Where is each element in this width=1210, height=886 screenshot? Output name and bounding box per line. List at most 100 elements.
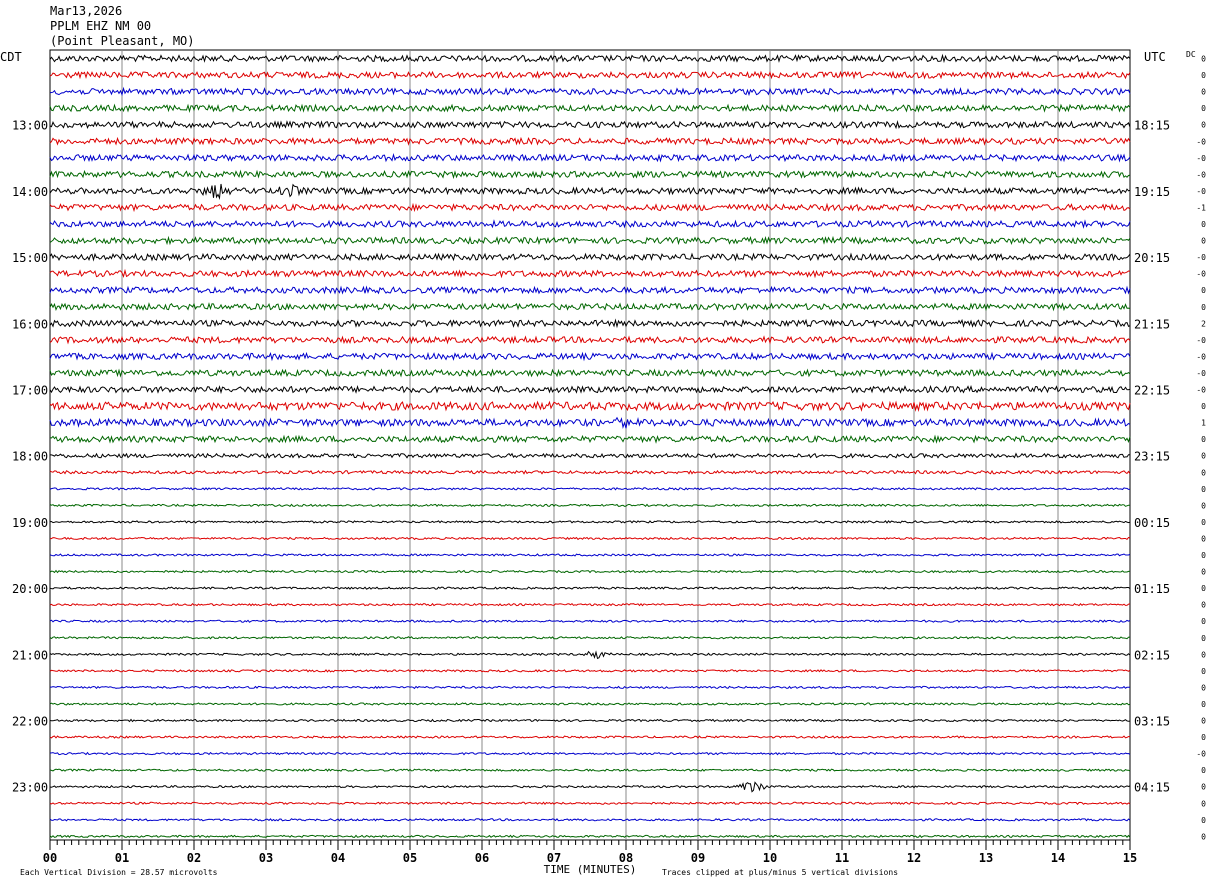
dc-offset-value: 0 xyxy=(1201,303,1206,312)
seismic-trace xyxy=(49,120,1131,130)
seismic-trace xyxy=(49,520,1131,524)
x-tick-label: 00 xyxy=(43,851,57,865)
x-tick-label: 15 xyxy=(1123,851,1137,865)
seismic-trace xyxy=(49,235,1131,246)
dc-offset-value: -0 xyxy=(1196,750,1206,759)
dc-offset-value: 0 xyxy=(1201,766,1206,775)
cdt-hour-label: 17:00 xyxy=(12,384,48,398)
dc-offset-value: 0 xyxy=(1201,501,1206,510)
cdt-hour-label: 15:00 xyxy=(12,251,48,265)
dc-offset-value: 0 xyxy=(1201,104,1206,113)
dc-offset-value: 0 xyxy=(1201,121,1206,130)
location-label: (Point Pleasant, MO) xyxy=(50,34,195,48)
x-tick-label: 01 xyxy=(115,851,129,865)
seismic-trace xyxy=(49,768,1131,772)
dc-offset-value: -0 xyxy=(1196,187,1206,196)
utc-hour-label: 03:15 xyxy=(1134,715,1170,729)
x-tick-label: 09 xyxy=(691,851,705,865)
dc-offset-value: 0 xyxy=(1201,617,1206,626)
dc-offset-value: 0 xyxy=(1201,667,1206,676)
seismic-trace xyxy=(49,136,1131,146)
dc-offset-value: 0 xyxy=(1201,71,1206,80)
x-tick-label: 03 xyxy=(259,851,273,865)
cdt-hour-label: 22:00 xyxy=(12,715,48,729)
seismic-trace xyxy=(49,636,1131,640)
dc-offset-value: 0 xyxy=(1201,733,1206,742)
dc-label: DC xyxy=(1186,50,1196,59)
seismic-trace xyxy=(49,650,1131,660)
station-label: PPLM EHZ NM 00 xyxy=(50,19,152,33)
dc-offset-value: 0 xyxy=(1201,468,1206,477)
dc-offset-value: 1 xyxy=(1201,419,1206,428)
seismic-trace xyxy=(49,602,1131,607)
seismic-trace xyxy=(49,351,1131,362)
dc-offset-value: 0 xyxy=(1201,402,1206,411)
dc-offset-value: 0 xyxy=(1201,435,1206,444)
seismic-trace xyxy=(49,702,1131,706)
dc-offset-value: -0 xyxy=(1196,137,1206,146)
seismic-trace xyxy=(49,318,1131,329)
seismic-trace xyxy=(49,801,1131,805)
seismic-trace xyxy=(50,685,1131,690)
seismic-trace xyxy=(49,669,1131,673)
dc-offset-value: 0 xyxy=(1201,683,1206,692)
x-tick-label: 05 xyxy=(403,851,417,865)
footer-clip-note: Traces clipped at plus/minus 5 vertical … xyxy=(662,868,898,877)
dc-offset-value: -1 xyxy=(1196,203,1206,212)
seismic-trace xyxy=(49,781,1131,793)
seismic-trace xyxy=(49,252,1131,262)
dc-offset-value: -0 xyxy=(1196,154,1206,163)
seismic-trace xyxy=(49,183,1131,200)
seismic-trace xyxy=(49,335,1131,345)
cdt-hour-label: 18:00 xyxy=(12,450,48,464)
utc-hour-label: 04:15 xyxy=(1134,781,1170,795)
seismic-trace xyxy=(49,70,1131,80)
seismic-trace xyxy=(49,434,1131,444)
seismic-trace xyxy=(49,553,1131,557)
seismic-trace xyxy=(49,268,1131,279)
utc-hour-label: 18:15 xyxy=(1134,119,1170,133)
seismic-trace xyxy=(49,53,1131,64)
x-tick-label: 12 xyxy=(907,851,921,865)
x-tick-label: 14 xyxy=(1051,851,1065,865)
x-axis-label: TIME (MINUTES) xyxy=(544,863,637,876)
dc-offset-value: 0 xyxy=(1201,584,1206,593)
seismic-trace xyxy=(49,384,1131,395)
dc-offset-value: 0 xyxy=(1201,534,1206,543)
x-tick-label: 07 xyxy=(547,851,561,865)
dc-offset-value: 0 xyxy=(1201,88,1206,97)
dc-offset-value: 0 xyxy=(1201,601,1206,610)
left-axis-label: CDT xyxy=(0,50,22,64)
seismic-trace xyxy=(49,152,1131,163)
seismic-trace xyxy=(49,569,1131,574)
dc-offset-value: 0 xyxy=(1201,237,1206,246)
x-tick-label: 06 xyxy=(475,851,489,865)
utc-hour-label: 02:15 xyxy=(1134,648,1170,662)
utc-hour-label: 21:15 xyxy=(1134,317,1170,331)
dc-offset-value: -0 xyxy=(1196,270,1206,279)
dc-offset-value: 0 xyxy=(1201,832,1206,841)
seismic-trace xyxy=(49,487,1131,491)
dc-offset-value: -0 xyxy=(1196,386,1206,395)
seismic-trace xyxy=(49,219,1131,229)
right-axis-label: UTC xyxy=(1144,50,1166,64)
x-tick-label: 02 xyxy=(187,851,201,865)
dc-offset-value: 0 xyxy=(1201,799,1206,808)
cdt-hour-label: 23:00 xyxy=(12,781,48,795)
cdt-hour-label: 20:00 xyxy=(12,582,48,596)
seismic-trace xyxy=(49,751,1131,756)
seismic-trace xyxy=(49,469,1131,475)
seismic-trace xyxy=(49,202,1131,213)
cdt-hour-label: 14:00 xyxy=(12,185,48,199)
seismic-trace xyxy=(49,718,1131,723)
seismic-trace xyxy=(49,818,1131,822)
dc-offset-value: 0 xyxy=(1201,717,1206,726)
x-tick-label: 04 xyxy=(331,851,345,865)
x-tick-label: 08 xyxy=(619,851,633,865)
date-label: Mar13,2026 xyxy=(50,4,123,18)
dc-offset-value: 0 xyxy=(1201,286,1206,295)
seismic-trace xyxy=(50,536,1131,541)
seismic-trace xyxy=(49,416,1131,430)
footer-scale-note: Each Vertical Division = 28.57 microvolt… xyxy=(20,868,218,877)
